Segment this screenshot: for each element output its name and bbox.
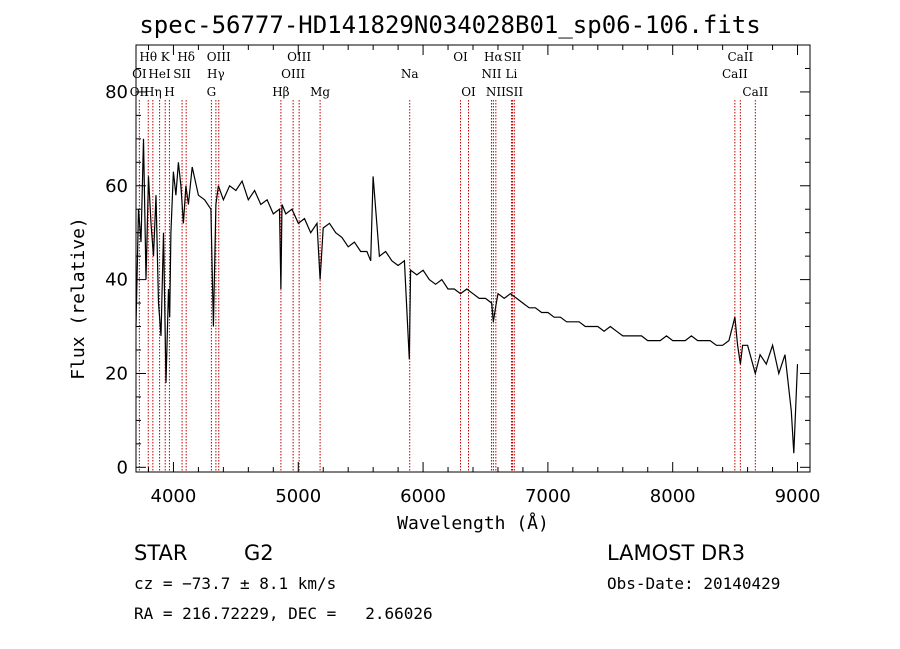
x-tick-label: 4000 <box>151 486 197 507</box>
spectral-line-label: SII <box>504 50 522 64</box>
spectral-line-label: Hα <box>484 50 503 64</box>
survey-name: LAMOST DR3 <box>607 541 746 565</box>
spectral-line-label: CaII <box>727 50 753 64</box>
plot-frame <box>135 44 811 473</box>
spectral-line-label: Hβ <box>272 85 289 99</box>
chart-title: spec-56777-HD141829N034028B01_sp06-106.f… <box>139 11 760 39</box>
spectral-line-label: NII <box>481 67 501 81</box>
spectral-line-label: Hη <box>144 85 162 99</box>
spectral-line-label: OI <box>461 85 476 99</box>
spectral-line-label: Hθ <box>139 50 157 64</box>
x-tick-label: 8000 <box>650 486 696 507</box>
x-tick-label: 5000 <box>275 486 321 507</box>
x-tick-label: 9000 <box>775 486 821 507</box>
y-tick-label: 60 <box>105 176 128 197</box>
spectral-line-label: SII <box>173 67 191 81</box>
spectral-line-label: NII <box>486 85 506 99</box>
spectral-line-label: Li <box>506 67 518 81</box>
spectral-line-label: SII <box>505 85 523 99</box>
spectral-line-label: CaII <box>742 85 768 99</box>
spectral-line-label: K <box>161 50 171 64</box>
redshift-cz: cz = −73.7 ± 8.1 km/s <box>134 574 337 593</box>
spectral-line-label: G <box>207 85 217 99</box>
object-subclass: G2 <box>244 541 274 565</box>
spectral-line-label: OIII <box>281 67 305 81</box>
spectral-line-label: OI <box>453 50 468 64</box>
y-tick-label: 0 <box>117 457 128 478</box>
obs-date: Obs-Date: 20140429 <box>607 574 781 593</box>
spectrum-line <box>135 138 799 454</box>
object-class: STAR <box>134 541 188 565</box>
y-tick-label: 40 <box>105 270 128 291</box>
spectral-line-label: H <box>164 85 174 99</box>
spectral-line-label: Mg <box>310 85 330 99</box>
y-tick-label: 20 <box>105 363 128 384</box>
y-tick-label: 80 <box>105 82 128 103</box>
spectral-line-label: Hγ <box>207 67 225 81</box>
spectral-line-label: OIII <box>207 50 231 64</box>
spectral-line-label: OIII <box>287 50 311 64</box>
spectral-line-label: HeI <box>148 67 171 81</box>
y-axis-label: Flux (relative) <box>68 217 89 380</box>
x-axis-label: Wavelength (Å) <box>397 512 549 534</box>
spectral-line-label: CaII <box>722 67 748 81</box>
spectral-line-label: OI <box>132 67 147 81</box>
spectral-line-label: Na <box>401 67 419 81</box>
x-tick-label: 6000 <box>400 486 446 507</box>
coordinates: RA = 216.72229, DEC = 2.66026 <box>134 604 433 623</box>
spectral-line-label: Hδ <box>177 50 195 64</box>
x-tick-label: 7000 <box>525 486 571 507</box>
